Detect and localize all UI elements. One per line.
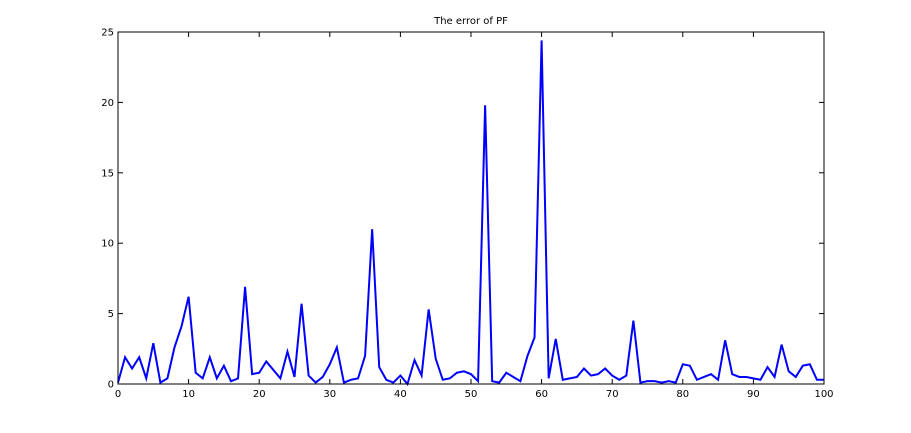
plot-background [118, 32, 824, 384]
x-tick-label: 70 [606, 389, 619, 400]
x-tick-label: 10 [182, 389, 195, 400]
y-tick-label: 20 [101, 98, 114, 109]
x-tick-label: 50 [465, 389, 478, 400]
x-tick-label: 40 [394, 389, 407, 400]
x-axis-ticks: 0 10 20 30 40 50 60 70 80 90 100 [115, 32, 834, 400]
y-tick-label: 5 [108, 309, 114, 320]
y-tick-label: 15 [101, 168, 114, 179]
series-line [117, 40, 824, 387]
x-tick-label: 20 [253, 389, 266, 400]
x-tick-label: 30 [323, 389, 336, 400]
x-tick-label: 60 [535, 389, 548, 400]
y-tick-label: 25 [101, 28, 114, 39]
chart-title: The error of PF [433, 16, 508, 27]
x-tick-label: 80 [676, 389, 689, 400]
x-tick-label: 100 [814, 389, 833, 400]
plot-frame [117, 31, 825, 385]
x-tick-label: 0 [115, 389, 121, 400]
y-tick-label: 10 [101, 239, 114, 250]
y-tick-label: 0 [108, 380, 114, 391]
x-tick-label: 90 [747, 389, 760, 400]
